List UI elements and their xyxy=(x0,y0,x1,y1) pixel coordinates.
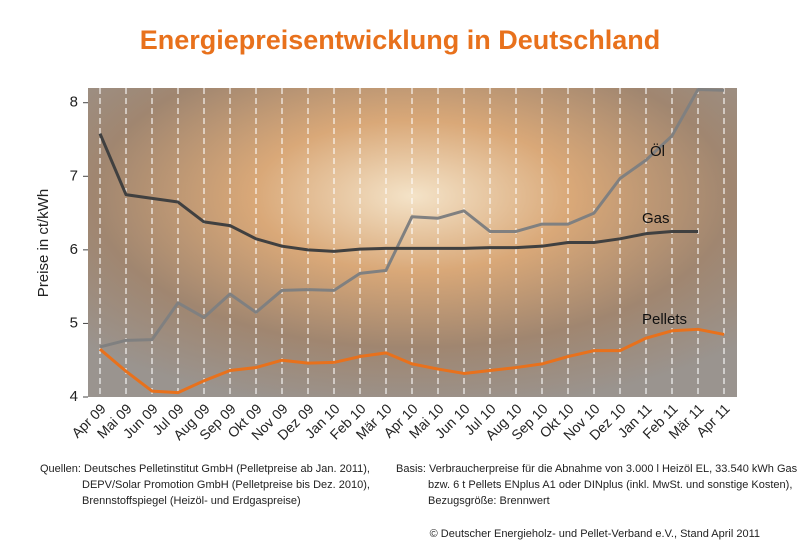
y-tick-label: 4 xyxy=(70,388,78,405)
series-label: Öl xyxy=(650,142,665,160)
series-label: Gas xyxy=(642,210,670,227)
y-axis-label: Preise in ct/kWh xyxy=(35,189,52,297)
series-line xyxy=(99,327,725,395)
chart-title: Energiepreisentwicklung in Deutschland xyxy=(140,25,661,55)
series-label: Pellets xyxy=(642,311,687,328)
y-tick-label: 7 xyxy=(70,167,78,184)
basis: Basis: Verbraucherpreise für die Abnahme… xyxy=(396,463,798,475)
y-tick-label: 6 xyxy=(70,241,78,258)
y-tick-label: 5 xyxy=(70,314,78,331)
y-tick-label: 8 xyxy=(70,94,78,111)
copyright: © Deutscher Energieholz- und Pellet-Verb… xyxy=(430,528,760,540)
sources: Quellen: Deutsches Pelletinstitut GmbH (… xyxy=(40,463,370,475)
sources: DEPV/Solar Promotion GmbH (Pelletpreise … xyxy=(82,479,370,491)
series-line xyxy=(99,87,725,349)
basis: Bezugsgröße: Brennwert xyxy=(428,495,550,507)
basis: bzw. 6 t Pellets ENplus A1 oder DINplus … xyxy=(428,479,792,491)
sources: Brennstoffspiegel (Heizöl- und Erdgaspre… xyxy=(82,495,301,507)
series-line xyxy=(98,133,698,253)
